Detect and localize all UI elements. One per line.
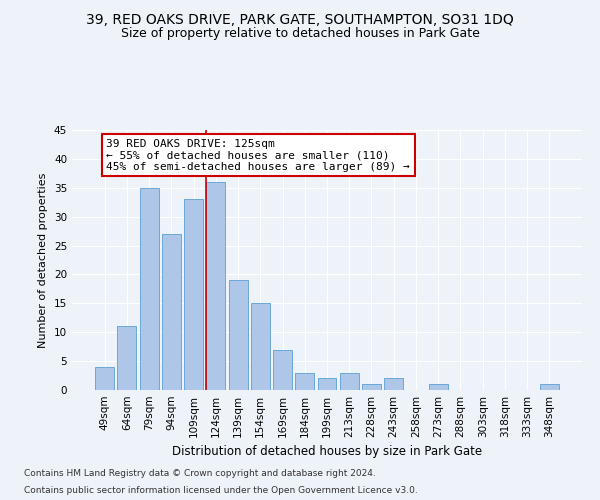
Bar [206,182,225,390]
Bar [429,384,448,390]
Bar [140,188,158,390]
Bar [295,372,314,390]
Text: Contains HM Land Registry data © Crown copyright and database right 2024.: Contains HM Land Registry data © Crown c… [24,468,376,477]
Bar [162,234,181,390]
Bar [362,384,381,390]
Bar [273,350,292,390]
Bar [340,372,359,390]
Text: 39 RED OAKS DRIVE: 125sqm
← 55% of detached houses are smaller (110)
45% of semi: 39 RED OAKS DRIVE: 125sqm ← 55% of detac… [106,138,410,172]
Bar [540,384,559,390]
Text: Size of property relative to detached houses in Park Gate: Size of property relative to detached ho… [121,28,479,40]
Text: Contains public sector information licensed under the Open Government Licence v3: Contains public sector information licen… [24,486,418,495]
Bar [95,367,114,390]
Text: 39, RED OAKS DRIVE, PARK GATE, SOUTHAMPTON, SO31 1DQ: 39, RED OAKS DRIVE, PARK GATE, SOUTHAMPT… [86,12,514,26]
X-axis label: Distribution of detached houses by size in Park Gate: Distribution of detached houses by size … [172,446,482,458]
Bar [229,280,248,390]
Bar [251,304,270,390]
Y-axis label: Number of detached properties: Number of detached properties [38,172,49,348]
Bar [384,378,403,390]
Bar [118,326,136,390]
Bar [317,378,337,390]
Bar [184,200,203,390]
